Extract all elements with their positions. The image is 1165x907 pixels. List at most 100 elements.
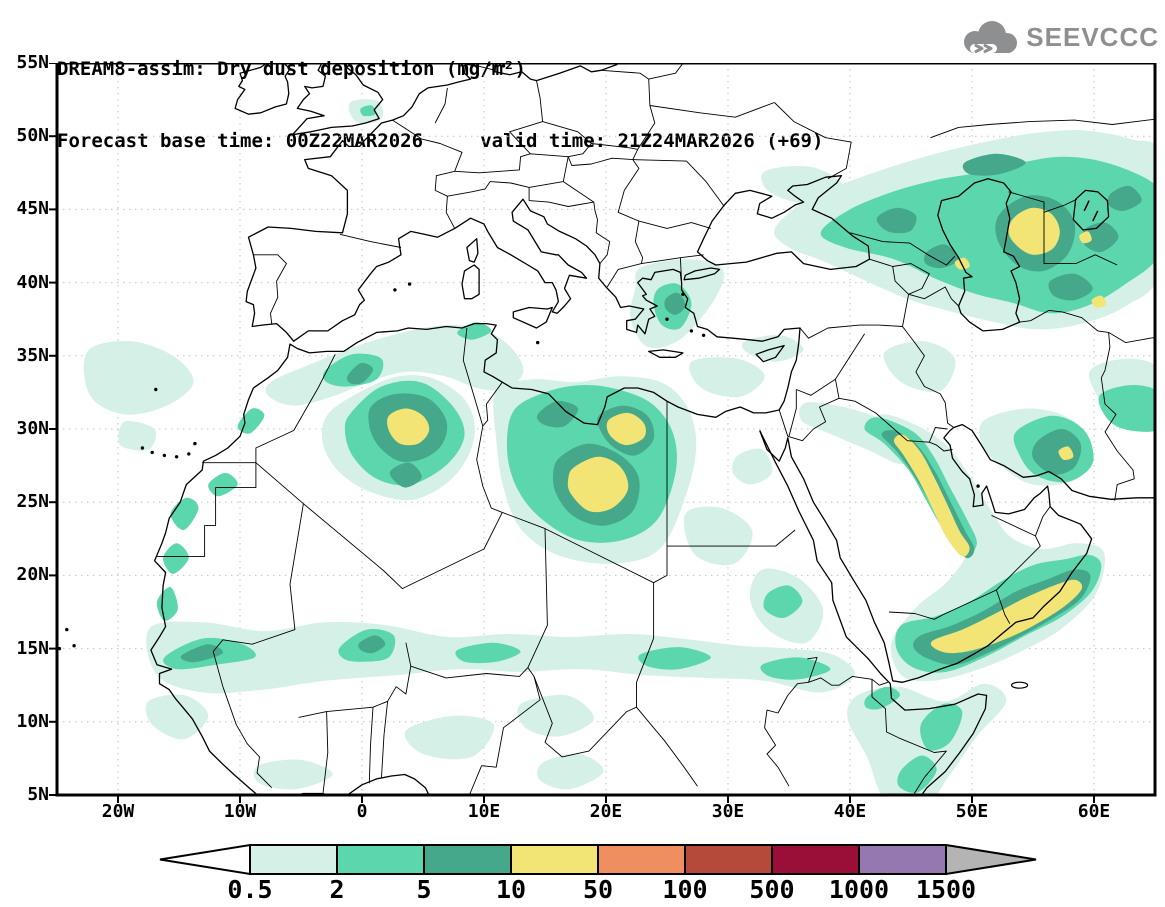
country-border xyxy=(601,69,656,150)
dust-contour-level-0 xyxy=(404,715,495,760)
country-border xyxy=(212,503,304,687)
colorbar-tick-label: 1000 xyxy=(829,875,889,904)
country-border xyxy=(253,254,287,324)
country-border xyxy=(869,258,930,295)
coastline xyxy=(512,306,553,329)
lon-tick-label: 50E xyxy=(955,801,989,822)
dust-contour-level-1 xyxy=(237,408,265,434)
country-border xyxy=(928,427,948,443)
country-border xyxy=(774,102,852,180)
dust-contour-level-2 xyxy=(876,207,917,234)
colorbar-tick-label: 50 xyxy=(583,875,613,904)
coastline xyxy=(759,426,1093,683)
colorbar-tick-label: 0.5 xyxy=(227,875,272,904)
country-border xyxy=(902,326,954,428)
country-border xyxy=(888,589,997,620)
colorbar-cell xyxy=(423,844,512,875)
lat-tick-label: 55N xyxy=(16,52,49,73)
country-border xyxy=(339,233,402,248)
coastline xyxy=(953,423,1155,500)
lat-tick-label: 15N xyxy=(16,637,49,659)
coastline xyxy=(683,267,721,281)
colorbar-overflow-arrow xyxy=(945,843,1037,876)
dust-contour-level-3 xyxy=(1079,231,1092,244)
lon-tick-label: 0 xyxy=(356,801,368,822)
country-borders xyxy=(155,63,1155,795)
colorbar-tick-label: 5 xyxy=(416,875,431,904)
lat-tick-label: 30N xyxy=(16,418,49,439)
lon-tick-label: 40E xyxy=(833,801,867,822)
country-border xyxy=(462,327,484,427)
dust-contour-level-0 xyxy=(689,357,765,398)
country-border xyxy=(1019,309,1135,501)
country-border xyxy=(567,143,639,166)
country-border xyxy=(222,686,273,789)
dust-contour-level-3 xyxy=(1091,295,1107,308)
dust-contour-level-1 xyxy=(170,497,199,531)
country-border xyxy=(527,528,548,677)
country-border xyxy=(368,707,374,784)
lon-tick-label: 30E xyxy=(711,801,745,822)
coastline xyxy=(291,63,384,136)
country-border xyxy=(638,220,712,229)
country-border xyxy=(445,196,456,229)
country-border xyxy=(255,462,503,590)
country-border xyxy=(634,221,644,264)
dust-contour-level-1 xyxy=(638,647,711,670)
dust-contour-level-1 xyxy=(1098,385,1155,432)
dust-contour-level-2 xyxy=(962,153,1026,176)
country-border xyxy=(849,232,956,266)
country-border xyxy=(991,514,1041,591)
lat-tick-label: 20N xyxy=(16,564,49,586)
coastline xyxy=(755,344,785,363)
dust-contour-level-0 xyxy=(83,341,194,415)
dust-contour-level-2 xyxy=(664,292,686,315)
colorbar-cell xyxy=(510,844,599,875)
coastline xyxy=(759,430,988,795)
lon-tick-label: 60E xyxy=(1077,801,1111,822)
country-border xyxy=(679,257,683,283)
dust-contour-level-1 xyxy=(156,587,178,621)
dust-contour-level-3 xyxy=(893,434,970,557)
dust-contour-level-0 xyxy=(265,324,524,406)
dust-contour-level-2 xyxy=(358,635,386,654)
dust-contour-level-0 xyxy=(883,341,956,393)
lat-tick-label: 45N xyxy=(16,198,49,220)
dust-contour-level-2 xyxy=(1081,222,1119,253)
dust-contour-level-2 xyxy=(537,401,579,428)
lat-tick-label: 10N xyxy=(16,710,49,732)
colorbar-cell xyxy=(858,844,947,875)
country-border xyxy=(1008,191,1118,266)
country-border xyxy=(533,582,655,758)
colorbar-cell xyxy=(597,844,686,875)
lon-tick-label: 10W xyxy=(223,801,257,822)
seevccc-logo: SEEVCCC xyxy=(954,16,1159,58)
country-border xyxy=(995,589,1011,624)
country-border xyxy=(255,354,336,463)
country-border xyxy=(392,119,463,197)
cloud-chevrons-icon xyxy=(964,21,1018,53)
dust-contour-level-3 xyxy=(567,456,629,513)
country-border xyxy=(529,156,569,188)
coastline xyxy=(466,238,479,263)
country-border xyxy=(381,701,389,778)
dust-contour-level-0 xyxy=(145,694,209,740)
dust-deposition-map xyxy=(49,61,1157,803)
country-border xyxy=(930,118,1155,139)
lat-tick-label: 25N xyxy=(16,491,49,513)
country-border xyxy=(476,381,503,513)
country-border xyxy=(799,266,910,339)
colorbar-cell xyxy=(771,844,860,875)
colorbar-tick-label: 10 xyxy=(496,875,526,904)
country-border xyxy=(468,676,541,795)
dust-contour-level-1 xyxy=(760,657,831,680)
country-border xyxy=(908,286,959,307)
dust-contour-level-0 xyxy=(517,694,594,737)
coastline xyxy=(696,175,871,271)
dust-contour-level-0 xyxy=(732,448,773,485)
axis-ticks xyxy=(49,62,1095,803)
lon-tick-label: 20W xyxy=(101,801,135,822)
country-border xyxy=(530,153,569,158)
country-border xyxy=(617,159,640,222)
